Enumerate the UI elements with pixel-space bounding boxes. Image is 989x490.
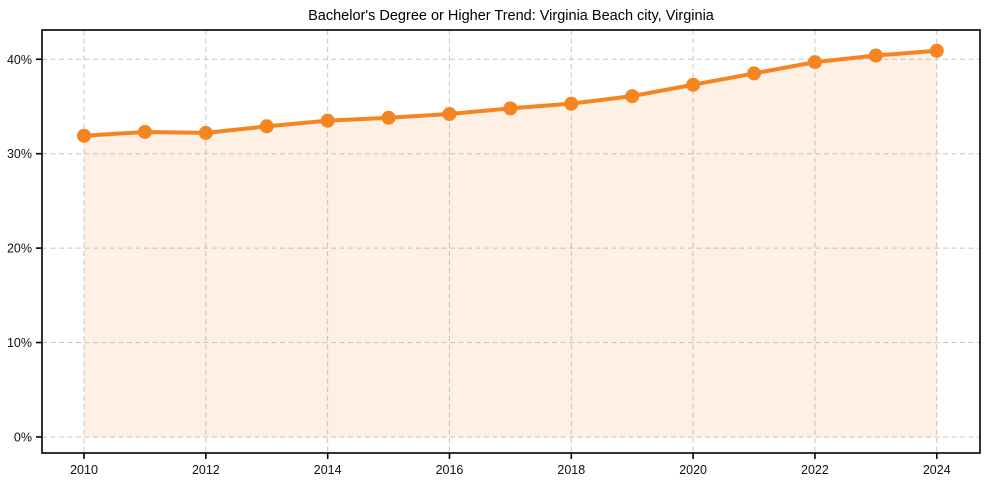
- data-point-2016: [442, 107, 457, 122]
- y-tick-label: 10%: [7, 336, 32, 350]
- data-point-2022: [807, 55, 822, 70]
- x-tick-label: 2022: [801, 463, 829, 477]
- x-tick-label: 2012: [192, 463, 220, 477]
- plot-border: [41, 29, 981, 454]
- y-tick-label: 30%: [7, 147, 32, 161]
- x-tick-label: 2010: [70, 463, 98, 477]
- data-point-2018: [564, 96, 579, 111]
- x-tick-label: 2014: [314, 463, 342, 477]
- data-point-2024: [929, 43, 944, 58]
- axis-ticks: [36, 58, 938, 459]
- x-tick-label: 2024: [923, 463, 951, 477]
- data-point-2011: [137, 124, 152, 139]
- data-point-2020: [686, 77, 701, 92]
- data-point-2012: [198, 125, 213, 140]
- y-tick-label: 20%: [7, 242, 32, 256]
- y-tick-label: 0%: [14, 430, 32, 444]
- data-point-2019: [625, 89, 640, 104]
- data-point-2021: [747, 66, 762, 81]
- data-point-2015: [381, 110, 396, 125]
- x-tick-label: 2016: [436, 463, 464, 477]
- data-point-2010: [77, 128, 92, 143]
- data-point-2023: [868, 48, 883, 63]
- x-axis-tick-labels: 2010 2012 2014 2016 2018 2020 2022 2024: [70, 463, 951, 477]
- x-tick-label: 2018: [557, 463, 585, 477]
- data-point-2017: [503, 101, 518, 116]
- y-axis-tick-labels: 0% 10% 20% 30% 40%: [7, 53, 32, 445]
- area-fill: [84, 50, 937, 437]
- data-point-2014: [320, 113, 335, 128]
- x-tick-label: 2020: [679, 463, 707, 477]
- y-tick-label: 40%: [7, 53, 32, 67]
- data-point-markers: [77, 43, 944, 143]
- chart-title: Bachelor's Degree or Higher Trend: Virgi…: [308, 8, 714, 24]
- data-point-2013: [259, 119, 274, 134]
